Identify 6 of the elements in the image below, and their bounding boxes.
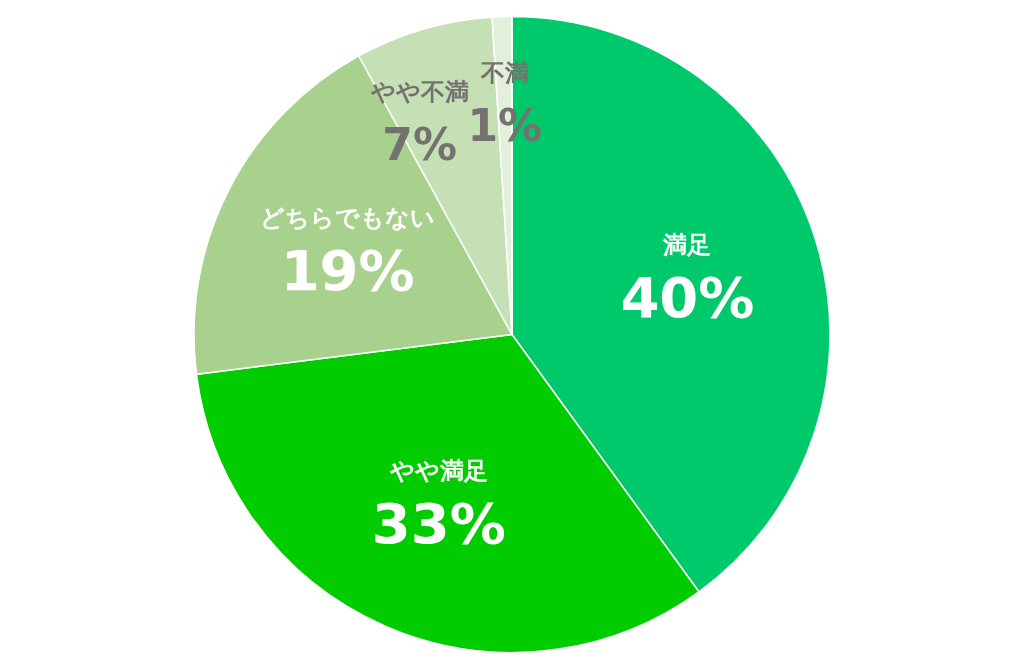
slice-label: やや満足 (388, 456, 488, 485)
data-label: 33% (371, 490, 506, 556)
data-label: 40% (620, 264, 755, 330)
slice-label: どちらでもない (260, 203, 436, 232)
slice-label: 満足 (662, 230, 712, 259)
data-label: 19% (280, 237, 415, 303)
